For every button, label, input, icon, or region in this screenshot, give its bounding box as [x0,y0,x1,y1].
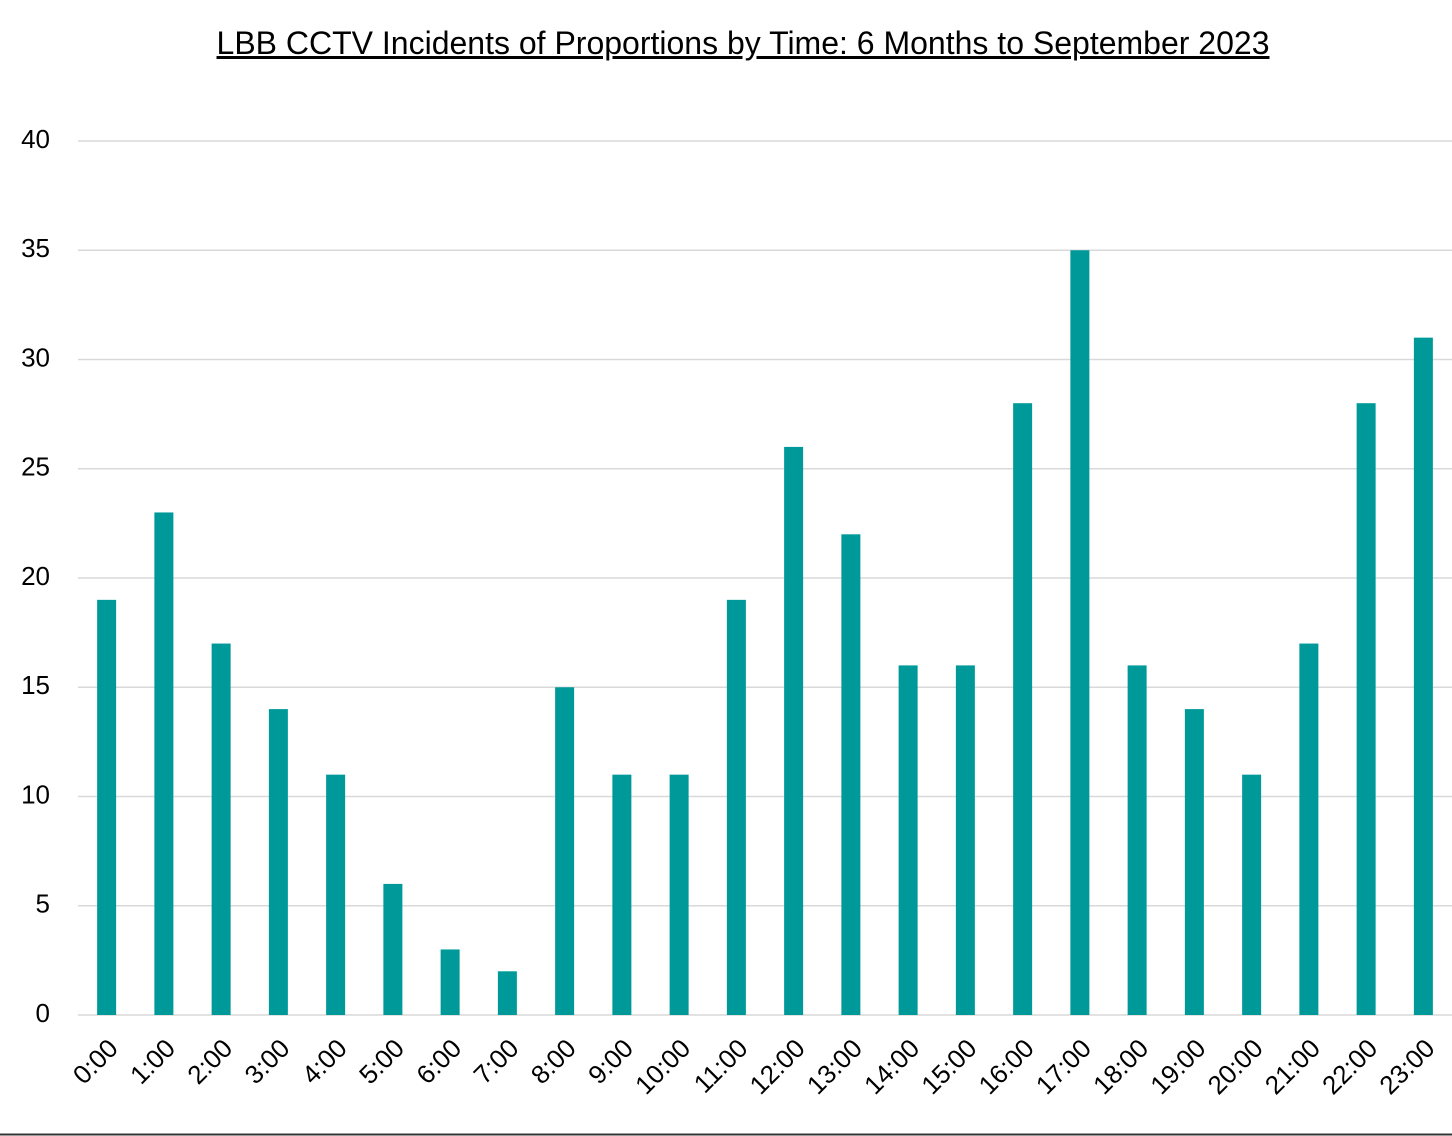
y-tick-label: 30 [21,342,50,372]
x-tick-label: 15:00 [915,1033,982,1100]
bar [669,774,689,1015]
bar [383,883,403,1015]
y-tick-label: 35 [21,233,50,263]
bar [1013,403,1033,1015]
bar [555,687,575,1015]
bar [154,512,174,1015]
x-tick-label: 21:00 [1259,1033,1326,1100]
y-tick-label: 15 [21,670,50,700]
x-tick-label: 19:00 [1144,1033,1211,1100]
y-tick-label: 20 [21,561,50,591]
x-tick-label: 4:00 [296,1033,353,1090]
bar [1242,774,1262,1015]
x-tick-label: 3:00 [238,1033,295,1090]
bar [1413,337,1433,1015]
chart-title: LBB CCTV Incidents of Proportions by Tim… [216,25,1270,61]
x-tick-label: 11:00 [688,1033,754,1099]
x-tick-label: 2:00 [181,1033,238,1090]
x-tick-label: 13:00 [801,1033,868,1100]
bar [841,534,861,1015]
x-tick-label: 20:00 [1201,1033,1268,1100]
bar [268,709,288,1015]
bar [326,774,346,1015]
bar [497,971,517,1015]
x-tick-label: 1:00 [124,1033,181,1090]
x-tick-label: 22:00 [1316,1033,1383,1100]
y-tick-label: 40 [21,124,50,154]
y-tick-label: 5 [36,889,50,919]
bar [1070,250,1090,1015]
bar [898,665,918,1015]
x-tick-label: 23:00 [1373,1033,1440,1100]
x-tick-label: 18:00 [1087,1033,1154,1100]
x-tick-label: 12:00 [743,1033,810,1100]
x-tick-label: 16:00 [972,1033,1039,1100]
x-tick-label: 7:00 [467,1033,524,1090]
x-tick-label: 10:00 [629,1033,696,1100]
bar [1184,709,1204,1015]
bar [1356,403,1376,1015]
x-tick-label: 8:00 [525,1033,582,1090]
x-tick-label: 0:00 [67,1033,124,1090]
x-tick-label: 17:00 [1030,1033,1097,1100]
bar [612,774,632,1015]
bar [1299,643,1319,1015]
x-tick-label: 14:00 [858,1033,925,1100]
y-tick-label: 25 [21,452,50,482]
bar [784,446,804,1015]
x-tick-label: 5:00 [353,1033,410,1090]
bar [97,599,117,1015]
bar [1127,665,1147,1015]
bar [726,599,746,1015]
x-tick-label: 6:00 [410,1033,467,1090]
bar [955,665,975,1015]
bar [211,643,231,1015]
y-tick-label: 0 [36,998,50,1028]
y-tick-label: 10 [21,779,50,809]
bar [440,949,460,1015]
